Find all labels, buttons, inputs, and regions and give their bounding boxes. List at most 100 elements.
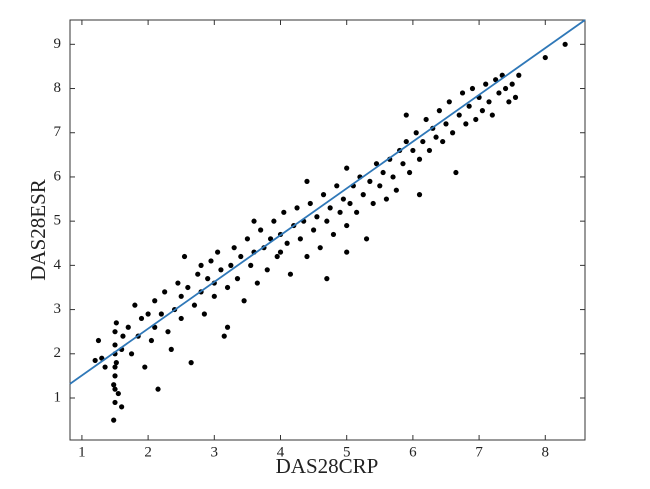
point [138, 315, 145, 322]
point [370, 200, 376, 207]
point [307, 200, 313, 207]
point [340, 196, 346, 202]
point [258, 227, 264, 233]
point [330, 231, 337, 238]
x-tick-label: 8 [542, 444, 550, 460]
point [112, 364, 118, 370]
point [509, 81, 515, 87]
point [367, 178, 373, 184]
point [148, 337, 155, 344]
point [145, 311, 151, 317]
point [244, 236, 251, 242]
point [410, 147, 416, 154]
point [142, 364, 148, 370]
point [310, 227, 317, 233]
point [92, 357, 98, 364]
point [113, 360, 119, 366]
point [304, 253, 310, 260]
point [463, 121, 469, 127]
point [201, 311, 207, 317]
point [181, 253, 188, 260]
x-tick-label: 5 [343, 444, 351, 460]
fit-line [69, 19, 586, 385]
point [479, 108, 485, 114]
point [443, 121, 449, 127]
point [420, 138, 426, 145]
point [466, 103, 472, 109]
point [344, 249, 350, 255]
point [453, 169, 459, 176]
y-tick-label: 4 [54, 257, 62, 273]
point [165, 329, 171, 335]
point [224, 284, 231, 291]
point [393, 187, 399, 193]
point [132, 302, 138, 308]
point [218, 267, 224, 273]
point [168, 346, 174, 352]
point [228, 262, 234, 268]
point [112, 399, 118, 406]
point [271, 218, 277, 224]
point [111, 382, 117, 388]
point [426, 147, 433, 154]
point [115, 390, 121, 397]
point [363, 236, 370, 242]
point [493, 77, 499, 83]
point [234, 276, 241, 282]
point [241, 298, 247, 304]
point [373, 161, 380, 167]
point [403, 138, 409, 145]
point [327, 205, 333, 211]
point [277, 249, 284, 255]
x-tick-label: 2 [144, 444, 152, 460]
point [433, 134, 439, 140]
point [436, 108, 442, 114]
point [297, 236, 303, 242]
point [512, 94, 519, 100]
point [125, 324, 131, 330]
point [360, 192, 366, 198]
point [211, 293, 217, 299]
point [347, 200, 353, 207]
point [473, 116, 479, 123]
point [281, 209, 287, 215]
point [205, 276, 211, 282]
y-tick-label: 7 [54, 124, 62, 140]
point [102, 364, 108, 370]
point [175, 280, 181, 286]
point [208, 258, 214, 264]
point [456, 112, 462, 118]
x-tick-label: 6 [409, 444, 417, 460]
point [380, 169, 386, 176]
point [489, 112, 495, 118]
point [502, 85, 509, 92]
y-axis-label: DAS28ESR [26, 179, 50, 281]
point [483, 81, 489, 87]
point [231, 245, 237, 251]
x-tick-label: 3 [211, 444, 219, 460]
point [215, 249, 221, 255]
point [406, 169, 413, 176]
point [400, 161, 406, 167]
point [152, 298, 158, 304]
y-tick-label: 9 [54, 36, 62, 52]
point [486, 99, 492, 105]
point [320, 192, 327, 198]
point [112, 386, 118, 392]
point [506, 99, 512, 105]
point [112, 373, 118, 379]
point [469, 85, 476, 92]
point [337, 209, 343, 215]
point [95, 337, 102, 344]
point [287, 271, 294, 277]
point [314, 214, 320, 220]
point [317, 245, 323, 251]
point [274, 253, 280, 260]
y-tick-label: 8 [54, 80, 62, 96]
point [254, 280, 260, 286]
point [334, 183, 340, 189]
point [284, 240, 290, 246]
y-tick-label: 2 [54, 345, 62, 361]
point [450, 130, 456, 136]
